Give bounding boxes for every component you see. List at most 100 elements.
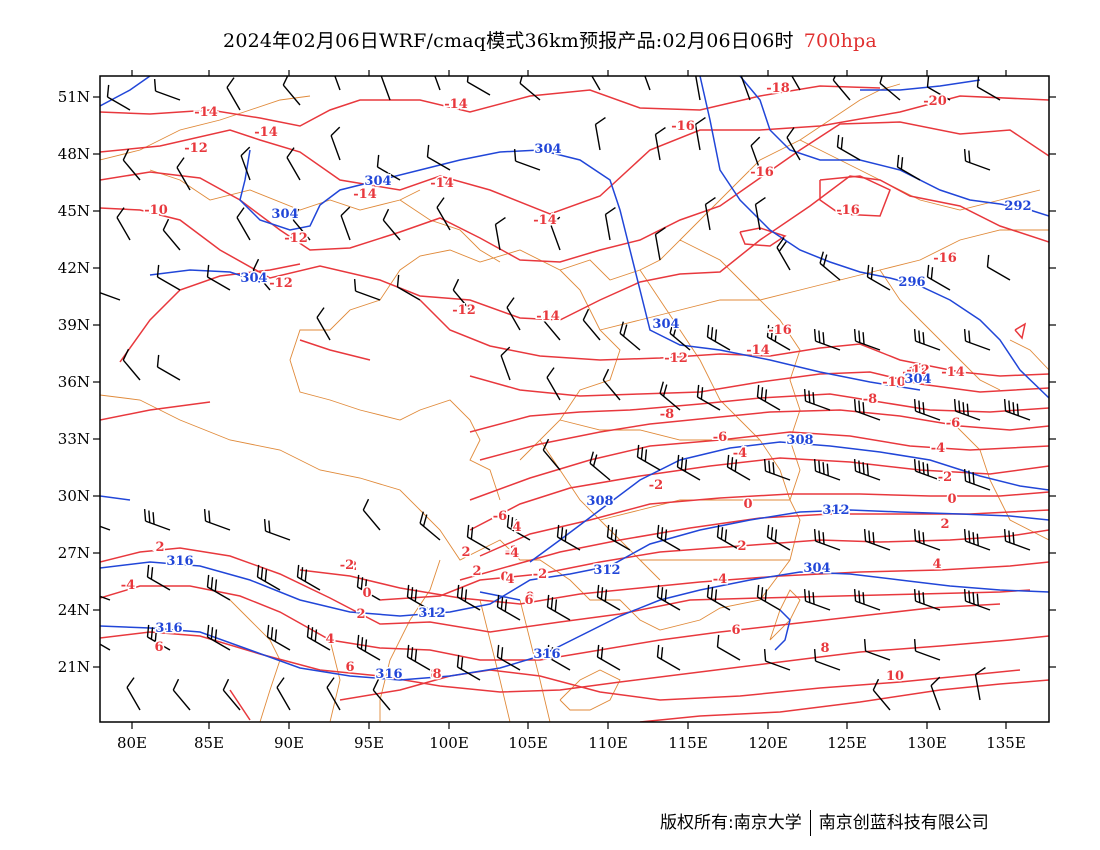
wind-barb	[704, 196, 716, 231]
border-line	[599, 299, 760, 331]
wind-barb	[206, 624, 231, 651]
map-title: 2024年02月06日WRF/cmaq模式36km预报产品:02月06日06时 7…	[0, 26, 1100, 53]
temperature-label: 8	[820, 641, 829, 656]
wind-barb	[866, 264, 891, 291]
height-label: 304	[240, 271, 267, 286]
lat-tick-label: 30N	[58, 487, 90, 505]
border-line	[769, 589, 801, 641]
temperature-label: -14	[746, 343, 770, 358]
wind-barb	[659, 381, 681, 411]
wind-barb	[316, 307, 331, 341]
height-contour-line	[149, 269, 261, 283]
temperature-label: -2	[342, 559, 356, 574]
wind-barb	[376, 154, 401, 181]
copyright-owner: 版权所有:南京大学	[660, 813, 802, 833]
wind-barb	[306, 624, 331, 651]
wind-barb	[372, 678, 391, 711]
wind-barb	[594, 116, 606, 151]
wind-barb	[519, 76, 541, 101]
isotherm-line	[1014, 322, 1027, 340]
wind-barb	[362, 498, 381, 531]
isotherm-line	[100, 547, 1031, 633]
temperature-label: -14	[254, 125, 278, 140]
wind-barb	[853, 399, 881, 421]
wind-barb	[406, 584, 431, 611]
temperature-label: 4	[504, 572, 513, 587]
lon-tick-label: 130E	[907, 734, 947, 752]
temperature-label: -8	[863, 392, 877, 407]
wind-barb	[542, 438, 561, 471]
wind-barb	[654, 226, 666, 261]
wind-barbs	[100, 76, 1031, 711]
wind-barb	[326, 677, 341, 711]
wind-barb	[913, 329, 941, 351]
temperature-label: -2	[533, 567, 547, 582]
temperature-label: 2	[155, 540, 164, 555]
temperature-label: 0	[743, 497, 752, 512]
wind-barb	[750, 136, 761, 171]
temperature-label: 8	[820, 641, 829, 656]
lon-tick-label: 135E	[986, 734, 1026, 752]
isotherm-line	[100, 631, 1049, 693]
temperature-label: 6	[524, 593, 533, 608]
lat-tick-label: 48N	[58, 145, 90, 163]
temperature-label: -4	[713, 572, 727, 587]
wind-barb	[500, 346, 511, 381]
wind-barb	[456, 654, 481, 681]
wind-barb	[606, 524, 631, 551]
wind-barb	[456, 584, 481, 611]
height-contour-line	[860, 79, 981, 91]
height-label: 308	[786, 433, 813, 448]
height-label: 312	[822, 503, 849, 518]
wind-barb	[156, 264, 181, 291]
temperature-label: -12	[664, 351, 688, 366]
height-contour-line	[699, 76, 1049, 399]
wind-barb	[706, 324, 731, 351]
temperature-label: -12	[184, 141, 208, 156]
lat-tick-label: 51N	[58, 88, 90, 106]
wind-barb	[203, 509, 231, 531]
wind-barb	[813, 529, 841, 551]
wind-barb	[100, 636, 111, 651]
lon-tick-label: 95E	[354, 734, 384, 752]
temperature-label: -18	[766, 81, 790, 96]
height-contour-line	[100, 509, 1049, 617]
lon-tick-label: 120E	[748, 734, 788, 752]
isotherm-line	[469, 457, 1049, 531]
wind-barb	[286, 147, 301, 181]
height-label: 304	[652, 317, 679, 332]
wind-barb	[913, 639, 941, 661]
wind-barb	[694, 116, 706, 151]
wind-barb	[436, 197, 451, 231]
wind-barb	[896, 154, 921, 181]
wind-barb	[263, 519, 291, 541]
wind-barb	[766, 524, 791, 551]
wind-barb	[582, 308, 601, 341]
wind-barb	[426, 144, 451, 171]
isotherm-line	[469, 371, 1049, 397]
height-contour-line	[739, 76, 1049, 217]
wind-barb	[776, 237, 791, 271]
wind-barb	[353, 279, 381, 301]
isotherm-line	[229, 689, 251, 721]
wind-barb	[694, 76, 701, 101]
wind-barb	[813, 459, 841, 481]
lat-tick-label: 27N	[58, 544, 90, 562]
wind-barb	[1003, 529, 1031, 551]
wind-barb	[913, 589, 941, 611]
wind-barb	[240, 146, 251, 181]
isotherm-line	[819, 175, 891, 217]
wind-barb	[206, 574, 231, 601]
wind-barb	[153, 79, 181, 101]
temperature-label: -2	[343, 559, 357, 574]
wind-barb	[380, 76, 391, 101]
wind-barb	[619, 321, 641, 351]
height-label: 316	[375, 667, 402, 682]
map-frame	[99, 75, 1050, 723]
lat-tick-label: 36N	[58, 373, 90, 391]
height-label: 316	[155, 621, 182, 636]
temperature-label: 6	[731, 623, 740, 638]
temperature-label: 2	[154, 540, 163, 555]
wind-barb	[542, 308, 561, 341]
temperature-label: -4	[931, 441, 945, 456]
